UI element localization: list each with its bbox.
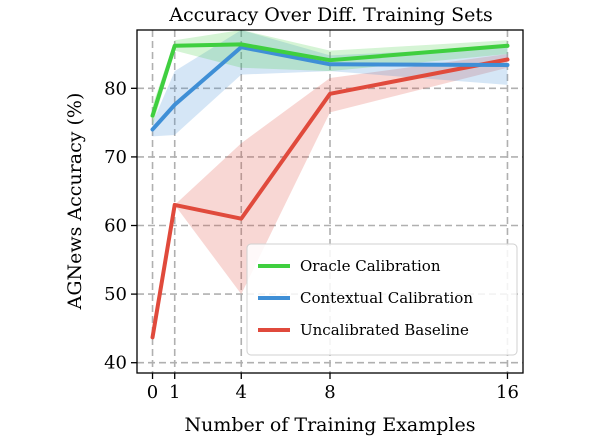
- series-line: [150, 42, 510, 118]
- confidence-band: [152, 54, 508, 339]
- y-axis-ticks: 40 50 60 70 80: [104, 78, 137, 374]
- y-tick-label: 40: [104, 353, 127, 374]
- legend-entry: Contextual Calibration: [300, 289, 473, 307]
- legend-entry: Oracle Calibration: [300, 257, 441, 275]
- legend-box: [246, 243, 518, 356]
- x-tick-label: 0: [147, 382, 158, 403]
- x-tick-label: 1: [169, 382, 180, 403]
- x-tick-label: 8: [324, 382, 335, 403]
- y-tick-label: 60: [104, 216, 127, 237]
- legend: Oracle Calibration Contextual Calibration…: [246, 243, 518, 356]
- y-tick-label: 50: [104, 284, 127, 305]
- y-tick-label: 70: [104, 147, 127, 168]
- x-tick-label: 4: [236, 382, 247, 403]
- legend-entry: Uncalibrated Baseline: [300, 321, 469, 339]
- chart-title: Accuracy Over Diff. Training Sets: [168, 4, 493, 26]
- x-tick-label: 16: [496, 382, 519, 403]
- x-axis-ticks: 0 1 4 8 16: [147, 373, 519, 403]
- series-lines: [150, 42, 510, 340]
- confidence-band: [152, 30, 508, 137]
- y-tick-label: 80: [104, 78, 127, 99]
- series-line: [150, 57, 510, 340]
- x-axis-label: Number of Training Examples: [185, 414, 476, 436]
- series-line: [150, 45, 510, 132]
- y-axis-label: AGNews Accuracy (%): [64, 93, 86, 311]
